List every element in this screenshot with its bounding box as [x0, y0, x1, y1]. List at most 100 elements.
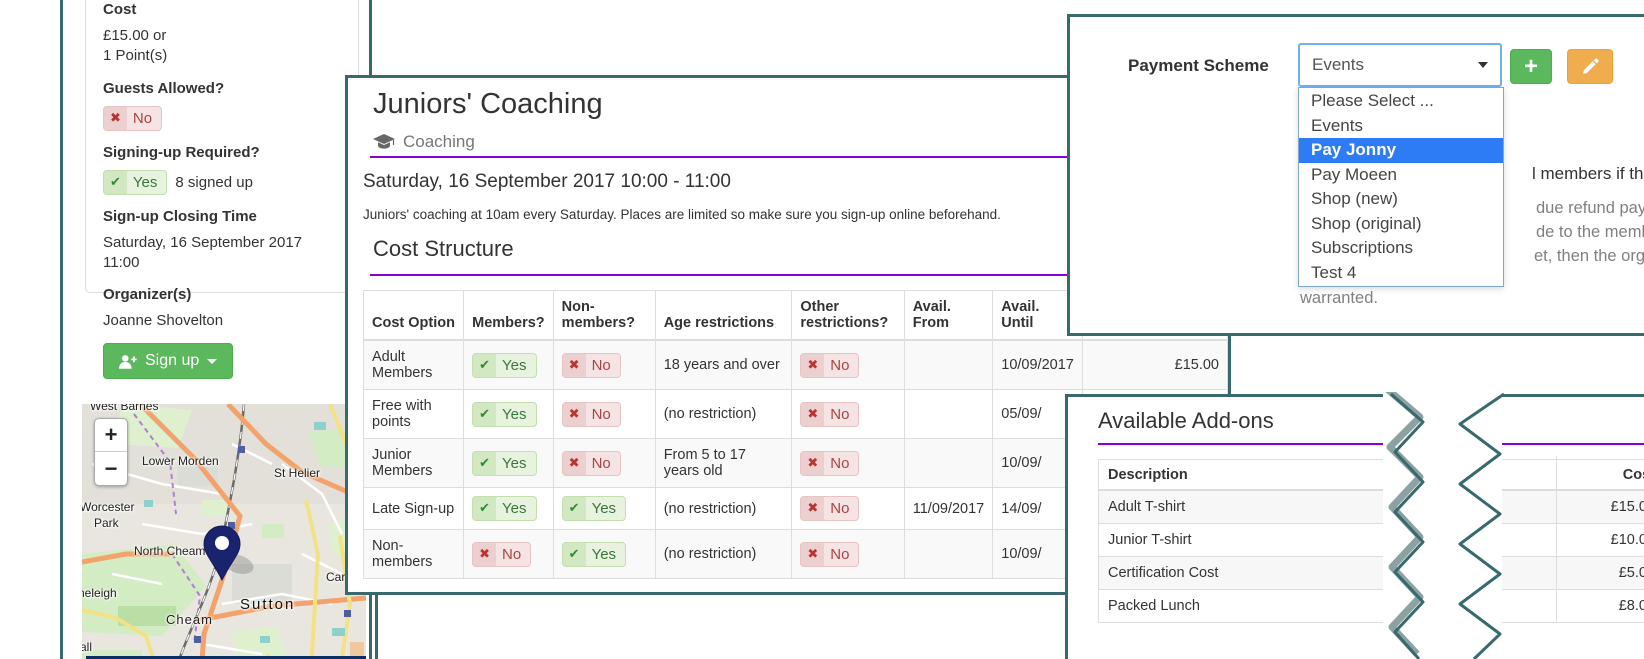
- dropdown-option[interactable]: Pay Jonny: [1299, 138, 1503, 163]
- age-cell: (no restriction): [654, 529, 793, 579]
- dropdown-option[interactable]: Test 4: [1311, 262, 1357, 282]
- location-map[interactable]: West Barnes Lower Morden St Helier Worce…: [82, 404, 366, 659]
- dropdown-option[interactable]: Subscriptions: [1311, 238, 1414, 257]
- signup-required-badge: Yes: [103, 169, 168, 195]
- map-label: St Helier: [274, 466, 321, 480]
- pencil-icon: [1582, 58, 1599, 75]
- members-badge: No: [472, 541, 532, 567]
- col-header: Non-members?: [552, 290, 656, 341]
- dropdown-option[interactable]: Shop (new): [1311, 189, 1398, 208]
- avail-from-cell: [903, 389, 994, 439]
- addons-cost-column: Cost £15.00 £10.00 £5.00 £8.00: [1502, 459, 1644, 623]
- non-members-badge: No: [561, 352, 621, 378]
- cost-option-cell: Free with points: [362, 389, 465, 439]
- text-fragment: warranted.: [1300, 289, 1378, 307]
- cost-option-cell: Non-members: [362, 529, 465, 579]
- table-row: Adult Members Yes No 18 years and over N…: [362, 339, 1229, 390]
- closing-time-value: Saturday, 16 September 2017 11:00: [103, 233, 303, 271]
- members-badge: Yes: [472, 352, 537, 378]
- sign-up-label: Sign up: [145, 352, 200, 370]
- avail-from-cell: [903, 339, 994, 390]
- addons-panel-right: Cost £15.00 £10.00 £5.00 £8.00: [1502, 394, 1644, 659]
- section-title: Cost Structure: [373, 236, 514, 261]
- column-divider: [1556, 456, 1557, 623]
- other-badge: No: [800, 352, 860, 378]
- list-item: Certification Cost: [1099, 557, 1390, 590]
- select-caret-icon: [1478, 62, 1488, 68]
- dropdown-option[interactable]: Shop (original): [1311, 213, 1422, 233]
- text-fragment: de to the member: [1536, 223, 1644, 241]
- list-item: Adult T-shirt: [1099, 491, 1390, 524]
- cost-cell: £15.00: [1081, 339, 1229, 390]
- event-sidebar-panel: Cost £15.00 or 1 Point(s) Guests Allowed…: [60, 0, 372, 659]
- check-icon: [104, 170, 127, 194]
- addons-title: Available Add-ons: [1098, 408, 1274, 433]
- signed-up-count: 8 signed up: [175, 173, 253, 191]
- avail-from-cell: 11/09/2017: [903, 487, 994, 530]
- other-badge: No: [800, 401, 860, 427]
- torn-edge-right: [1458, 392, 1506, 659]
- list-item-cost: £8.00: [1502, 590, 1644, 623]
- col-header: Members?: [463, 290, 554, 341]
- guests-allowed-badge: No: [103, 105, 163, 131]
- event-description: Juniors' coaching at 10am every Saturday…: [363, 207, 1001, 222]
- map-label: West Barnes: [90, 404, 159, 413]
- other-badge: No: [800, 496, 860, 521]
- list-item-cost: £10.00: [1502, 524, 1644, 557]
- text-fragment: et, then the organ: [1534, 247, 1644, 265]
- divider: [1098, 443, 1390, 445]
- members-badge: Yes: [472, 450, 537, 476]
- cross-icon: [104, 106, 127, 130]
- addons-description-header: Description: [1099, 459, 1390, 491]
- avail-from-cell: [903, 438, 994, 488]
- addons-panel-left: Available Add-ons Description Adult T-sh…: [1065, 394, 1390, 659]
- addons-cost-header: Cost: [1502, 459, 1644, 491]
- map-label: Car: [326, 570, 346, 584]
- col-header: Avail. From: [903, 290, 994, 341]
- non-members-badge: No: [561, 401, 621, 427]
- map-image: [82, 404, 366, 659]
- payment-scheme-panel: Payment Scheme Events + Please Select ..…: [1067, 14, 1644, 336]
- non-members-badge: Yes: [561, 496, 627, 521]
- graduation-cap-icon: [373, 133, 395, 151]
- non-members-badge: No: [561, 450, 621, 476]
- selected-value: Events: [1312, 55, 1364, 74]
- map-label: neleigh: [82, 586, 117, 600]
- text-fragment: due refund payme: [1536, 199, 1644, 217]
- age-cell: 18 years and over: [654, 339, 793, 390]
- col-header: Age restrictions: [654, 290, 793, 341]
- age-cell: (no restriction): [654, 389, 793, 439]
- members-badge: Yes: [472, 496, 537, 521]
- organizers-value: Joanne Shovelton: [103, 312, 224, 329]
- cost-option-cell: Late Sign-up: [362, 487, 465, 530]
- map-zoom-control: + −: [94, 418, 128, 486]
- cost-value: £15.00 or 1 Point(s): [103, 27, 168, 65]
- event-category-label: Coaching: [403, 132, 475, 151]
- dropdown-option[interactable]: Please Select ...: [1311, 91, 1434, 110]
- event-info-card: Cost £15.00 or 1 Point(s) Guests Allowed…: [85, 0, 359, 380]
- edit-scheme-button[interactable]: [1567, 49, 1613, 84]
- avail-from-cell: [903, 529, 994, 579]
- cost-option-cell: Junior Members: [362, 438, 465, 488]
- event-datetime: Saturday, 16 September 2017 10:00 - 11:0…: [363, 171, 731, 192]
- other-badge: No: [800, 450, 860, 476]
- map-label: Sutton: [240, 596, 296, 613]
- add-scheme-button[interactable]: +: [1510, 49, 1552, 84]
- zoom-in-button[interactable]: +: [95, 419, 127, 452]
- other-badge: No: [800, 541, 860, 567]
- sign-up-button[interactable]: Sign up: [103, 343, 234, 380]
- text-fragment: l members if they: [1532, 164, 1644, 183]
- zoom-out-button[interactable]: −: [104, 455, 118, 481]
- payment-scheme-select[interactable]: Events: [1298, 43, 1502, 87]
- list-item-cost: £5.00: [1502, 557, 1644, 590]
- dropdown-option[interactable]: Events: [1311, 115, 1363, 135]
- map-attribution-bar: [86, 656, 366, 659]
- map-label: all: [82, 640, 93, 654]
- map-label: Cheam: [166, 612, 213, 627]
- guests-allowed-label: Guests Allowed?: [103, 79, 225, 97]
- closing-time-label: Sign-up Closing Time: [103, 207, 257, 225]
- col-header: Cost Option: [362, 290, 465, 341]
- organizers-label: Organizer(s): [103, 286, 192, 303]
- dropdown-option[interactable]: Pay Moeen: [1311, 164, 1397, 184]
- list-item: Junior T-shirt: [1099, 524, 1390, 557]
